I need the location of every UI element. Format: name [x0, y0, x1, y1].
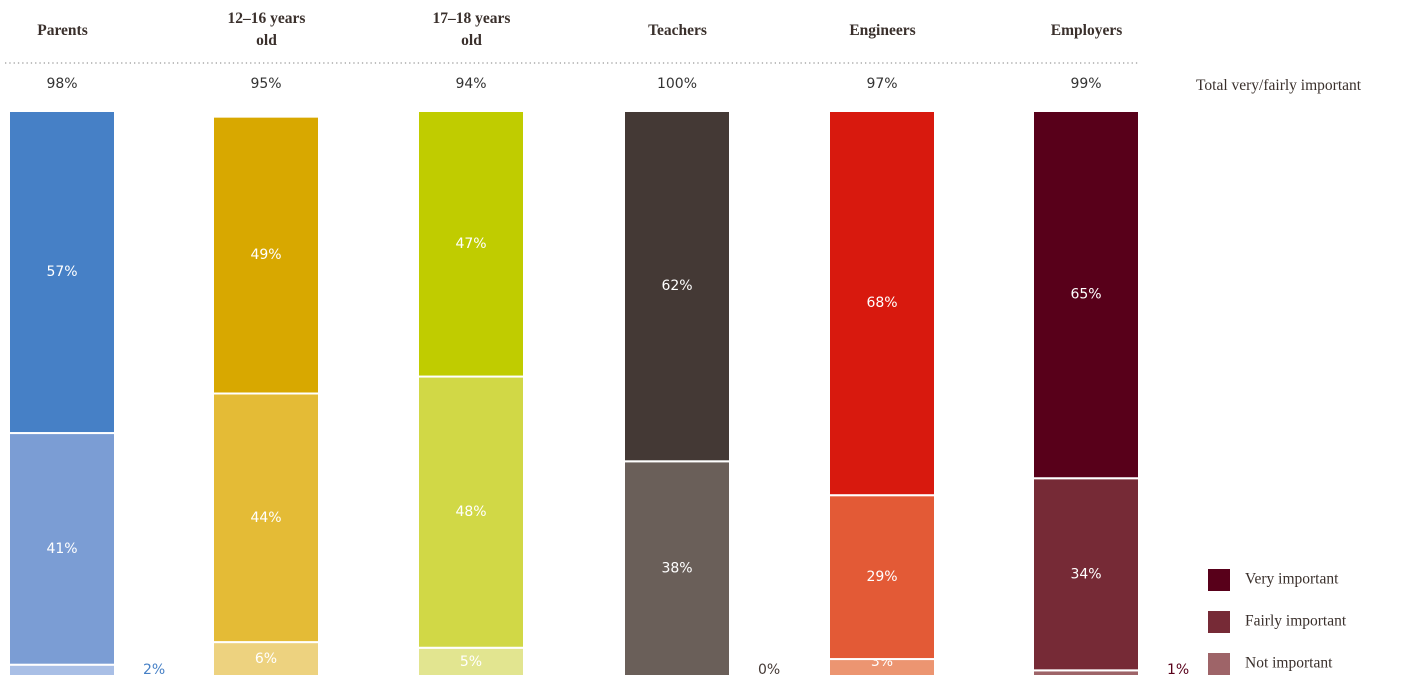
totals-label: Total very/fairly important [1196, 77, 1362, 94]
bar-segment [417, 375, 525, 649]
value-label: 44% [250, 510, 281, 526]
bar-segment [212, 392, 320, 644]
bar-segment [417, 110, 525, 378]
category-label: Employers [1050, 22, 1123, 39]
bar-segment [828, 110, 936, 497]
value-label: 0% [758, 662, 780, 677]
value-label: 68% [866, 295, 897, 311]
category-label: Parents [37, 22, 88, 39]
bar-segment [828, 494, 936, 661]
legend-swatch [1208, 611, 1230, 633]
category-label: 12–16 years old [227, 10, 306, 49]
value-label: 49% [250, 247, 281, 263]
total-label: 94% [455, 76, 486, 92]
value-label: 2% [143, 662, 165, 677]
bar-segment [8, 110, 116, 435]
value-label: 29% [866, 569, 897, 585]
value-label: 57% [46, 264, 77, 280]
category-label: 17–18 years old [432, 10, 511, 49]
total-label: 95% [250, 76, 281, 92]
value-label: 5% [460, 654, 482, 670]
value-label: 62% [661, 278, 692, 294]
value-label: 65% [1070, 287, 1101, 303]
value-label: 47% [455, 236, 486, 252]
bar-segment [8, 432, 116, 666]
legend-swatch [1208, 653, 1230, 675]
value-label: 38% [661, 561, 692, 577]
value-label: 48% [455, 504, 486, 520]
value-label: 34% [1070, 566, 1101, 582]
bar-segment [212, 115, 320, 395]
value-label: 41% [46, 541, 77, 557]
category-label: Teachers [648, 22, 707, 39]
bar-segment [1032, 477, 1140, 672]
value-label: 1% [1167, 662, 1189, 677]
legend-label: Not important [1245, 655, 1333, 672]
legend-label: Fairly important [1245, 613, 1347, 630]
category-label: Engineers [849, 22, 916, 39]
total-label: 99% [1070, 76, 1101, 92]
total-label: 100% [657, 76, 697, 92]
bar-segment [1032, 110, 1140, 480]
bar-segment [417, 646, 525, 677]
total-label: 97% [866, 76, 897, 92]
legend-swatch [1208, 569, 1230, 591]
bar-segment [623, 110, 731, 463]
total-label: 98% [46, 76, 77, 92]
value-label: 6% [255, 651, 277, 667]
bar-segment [623, 460, 731, 677]
bar-segment [8, 663, 116, 677]
legend-label: Very important [1245, 571, 1339, 588]
